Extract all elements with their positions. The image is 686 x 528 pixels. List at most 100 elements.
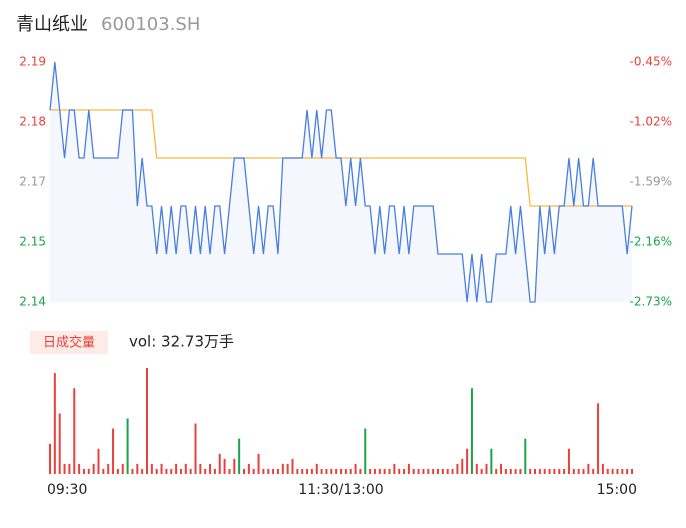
volume-bar xyxy=(310,468,313,474)
volume-bar xyxy=(422,468,425,474)
y2-tick-label: -2.16% xyxy=(630,235,672,249)
volume-bar xyxy=(131,468,134,474)
volume-bar xyxy=(364,428,367,474)
volume-bar xyxy=(582,468,585,474)
price-line xyxy=(49,61,633,303)
volume-bar xyxy=(223,458,226,474)
volume-bar xyxy=(209,463,212,474)
volume-bar xyxy=(49,443,51,474)
volume-bar xyxy=(257,453,260,474)
volume-bar xyxy=(446,468,449,474)
volume-bar xyxy=(165,468,168,474)
x-tick-label: 09:30 xyxy=(47,482,87,498)
volume-bar xyxy=(68,463,71,474)
volume-bar xyxy=(325,468,328,474)
volume-title: 日成交量 xyxy=(43,335,95,351)
volume-bar xyxy=(626,468,629,474)
volume-bar xyxy=(597,403,600,474)
volume-bar xyxy=(349,468,352,474)
volume-bar xyxy=(553,468,556,474)
volume-bar xyxy=(398,468,401,474)
volume-bar xyxy=(320,468,323,474)
volume-bar xyxy=(213,468,216,474)
volume-bar xyxy=(150,463,153,474)
y-tick-label: 2.14 xyxy=(19,295,46,309)
volume-bar xyxy=(272,468,275,474)
volume-bar xyxy=(199,463,202,474)
volume-bar xyxy=(437,468,439,474)
volume-bar xyxy=(281,463,284,474)
volume-bar xyxy=(315,463,318,474)
volume-bar xyxy=(577,468,580,474)
volume-bar xyxy=(228,468,231,474)
volume-bar xyxy=(470,388,473,474)
volume-bar xyxy=(538,468,541,474)
volume-bar xyxy=(621,468,624,474)
volume-bar xyxy=(601,463,604,474)
volume-bar xyxy=(441,468,444,474)
chart-title: 青山纸业 xyxy=(16,14,88,35)
volume-bar xyxy=(534,468,536,474)
volume-bar xyxy=(170,468,173,474)
volume-bar xyxy=(330,468,333,474)
volume-bar xyxy=(466,448,469,474)
volume-bar xyxy=(504,468,507,474)
volume-bar xyxy=(403,468,406,474)
volume-bar xyxy=(490,448,493,474)
volume-bar xyxy=(63,463,66,474)
volume-bar xyxy=(509,468,512,474)
volume-bar xyxy=(369,468,372,474)
volume-bar xyxy=(146,368,148,474)
volume-bar xyxy=(563,468,566,474)
volume-bar xyxy=(495,468,498,474)
volume-bar xyxy=(58,413,61,474)
volume-bar xyxy=(432,468,435,474)
volume-bar xyxy=(519,468,522,474)
y-tick-label: 2.15 xyxy=(19,235,46,249)
volume-bar xyxy=(378,468,381,474)
volume-bar xyxy=(306,468,309,474)
volume-bar xyxy=(126,418,129,474)
volume-bar xyxy=(243,468,245,474)
volume-bar xyxy=(82,468,85,474)
volume-bar xyxy=(335,468,338,474)
volume-bar xyxy=(373,468,376,474)
volume-bar xyxy=(592,468,595,474)
volume-bar xyxy=(475,463,478,474)
volume-bar xyxy=(291,458,294,474)
volume-bar xyxy=(184,463,187,474)
volume-bar xyxy=(451,468,454,474)
volume-bar xyxy=(606,468,609,474)
volume-bar xyxy=(543,468,546,474)
volume-bar xyxy=(427,468,430,474)
volume-bar xyxy=(121,463,124,474)
volume-bar xyxy=(567,448,570,474)
volume-bar xyxy=(53,373,56,474)
y2-tick-label: -1.02% xyxy=(630,115,672,129)
volume-bar xyxy=(388,468,391,474)
volume-bar xyxy=(393,463,396,474)
volume-summary: vol: 32.73万手 xyxy=(129,333,234,351)
volume-bar xyxy=(529,468,532,474)
volume-bar xyxy=(587,463,590,474)
volume-bar xyxy=(344,468,347,474)
volume-bar xyxy=(340,468,342,474)
volume-bar xyxy=(160,463,163,474)
volume-bar xyxy=(412,468,415,474)
volume-bar xyxy=(548,468,551,474)
volume-bar xyxy=(73,388,76,474)
volume-bar xyxy=(141,468,144,474)
volume-bar xyxy=(233,458,236,474)
y2-tick-label: -1.59% xyxy=(630,175,672,189)
volume-bar xyxy=(238,438,241,474)
volume-bar xyxy=(112,428,115,474)
volume-bar xyxy=(631,468,633,474)
volume-bar xyxy=(461,458,464,474)
volume-bar xyxy=(572,468,575,474)
volume-bar xyxy=(456,463,459,474)
volume-bar xyxy=(155,468,158,474)
volume-bar xyxy=(407,463,410,474)
volume-bar xyxy=(136,463,139,474)
